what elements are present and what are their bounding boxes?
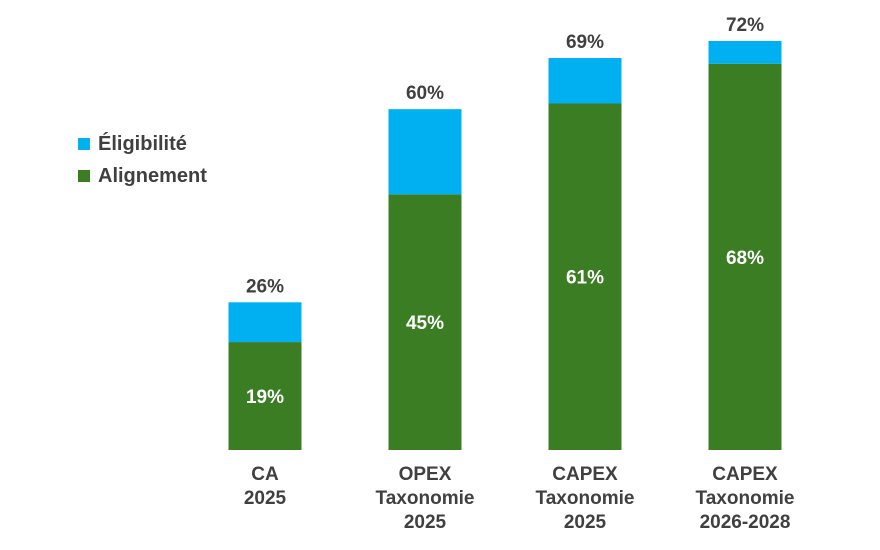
bar-alignement-0 — [228, 342, 302, 450]
bar-total-label-0: 26% — [246, 276, 284, 297]
category-label-0: CA 2025 — [185, 463, 345, 511]
category-label-line: OPEX — [398, 464, 452, 485]
legend-swatch-alignement — [78, 170, 90, 182]
legend-item-eligibilite: Éligibilité — [78, 128, 207, 160]
category-label-line: 2026-2028 — [699, 512, 791, 533]
category-label-line: Taxonomie — [695, 488, 795, 509]
category-label-line: CAPEX — [552, 464, 618, 485]
legend-label-eligibilite: Éligibilité — [98, 132, 187, 155]
bar-total-label-1: 60% — [406, 83, 444, 104]
category-label-line: Taxonomie — [375, 488, 475, 509]
legend-swatch-eligibilite — [78, 138, 90, 150]
bar-data-label-alignement-3: 68% — [726, 248, 764, 269]
bar-total-label-3: 72% — [726, 15, 764, 36]
legend-label-alignement: Alignement — [98, 164, 207, 187]
bar-total-label-2: 69% — [566, 32, 604, 53]
bar-eligibilite-3 — [708, 41, 782, 64]
bar-eligibilite-1 — [388, 109, 462, 195]
category-label-line: 2025 — [563, 512, 607, 533]
category-label-line: 2025 — [403, 512, 447, 533]
bar-data-label-alignement-0: 19% — [246, 387, 284, 408]
category-label-line: Taxonomie — [535, 488, 635, 509]
bar-eligibilite-0 — [228, 302, 302, 343]
category-label-1: OPEX Taxonomie 2025 — [345, 463, 505, 535]
category-label-line: CA — [251, 464, 279, 485]
category-label-line: CAPEX — [712, 464, 778, 485]
bar-alignement-1 — [388, 194, 462, 450]
bar-eligibilite-2 — [548, 58, 622, 104]
category-label-line: 2025 — [243, 488, 287, 509]
category-label-2: CAPEX Taxonomie 2025 — [505, 463, 665, 535]
chart-legend: Éligibilité Alignement — [78, 128, 207, 192]
bar-alignement-3 — [708, 63, 782, 450]
bar-data-label-alignement-2: 61% — [566, 268, 604, 289]
category-label-3: CAPEX Taxonomie 2026-2028 — [665, 463, 825, 535]
bar-data-label-alignement-1: 45% — [406, 313, 444, 334]
bar-alignement-2 — [548, 103, 622, 450]
legend-item-alignement: Alignement — [78, 160, 207, 192]
